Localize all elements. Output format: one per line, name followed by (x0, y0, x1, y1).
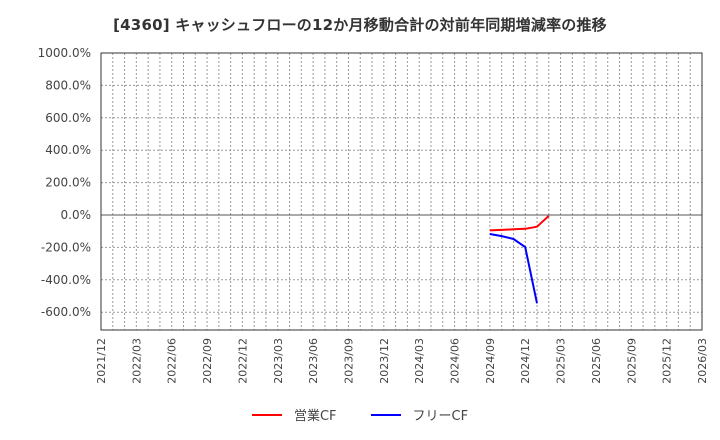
y-tick-label: 800.0% (45, 78, 91, 92)
legend: 営業CF フリーCF (0, 405, 720, 424)
x-tick-label: 2025/06 (590, 338, 603, 384)
x-tick-label: 2022/09 (201, 338, 214, 384)
y-tick-label: 400.0% (45, 143, 91, 157)
legend-label: 営業CF (293, 409, 337, 424)
x-tick-label: 2021/12 (95, 338, 108, 384)
x-tick-label: 2025/12 (661, 338, 674, 384)
x-tick-label: 2022/06 (166, 338, 179, 384)
x-tick-label: 2024/03 (413, 338, 426, 384)
series-line (489, 233, 538, 304)
x-tick-label: 2026/03 (696, 338, 709, 384)
y-tick-label: -400.0% (41, 273, 91, 287)
x-tick-label: 2022/12 (236, 338, 249, 384)
x-tick-label: 2025/09 (625, 338, 638, 384)
legend-item-free-cf: フリーCF (370, 405, 469, 424)
x-tick-label: 2024/09 (484, 338, 497, 384)
x-tick-label: 2024/12 (519, 338, 532, 384)
x-tick-label: 2022/03 (130, 338, 143, 384)
data-series (489, 215, 550, 304)
y-axis-ticks: 1000.0% 800.0% 600.0% 400.0% 200.0% 0.0% -200.… (38, 46, 91, 319)
y-tick-label: -600.0% (41, 305, 91, 319)
x-axis-ticks: 2021/12 2022/03 2022/06 2022/09 2022/12 2023/… (95, 338, 709, 384)
legend-label: フリーCF (412, 409, 469, 424)
legend-item-operating-cf: 営業CF (251, 405, 337, 424)
x-tick-label: 2025/03 (555, 338, 568, 384)
y-tick-label: 600.0% (45, 111, 91, 125)
y-tick-label: -200.0% (41, 240, 91, 254)
blue-line-swatch-icon (370, 413, 401, 416)
x-tick-label: 2024/06 (449, 338, 462, 384)
x-tick-label: 2023/06 (307, 338, 320, 384)
y-tick-label: 0.0% (61, 208, 92, 222)
x-tick-label: 2023/09 (342, 338, 355, 384)
plot-area-frame (100, 52, 703, 331)
series-line (489, 215, 550, 232)
red-line-swatch-icon (251, 413, 282, 416)
x-tick-label: 2023/12 (378, 338, 391, 384)
y-tick-label: 200.0% (45, 176, 91, 190)
x-tick-label: 2023/03 (272, 338, 285, 384)
y-tick-label: 1000.0% (38, 46, 91, 60)
grid-lines (101, 53, 702, 330)
chart-title: [4360] キャッシュフローの12か月移動合計の対前年同期増減率の推移 (113, 16, 607, 34)
